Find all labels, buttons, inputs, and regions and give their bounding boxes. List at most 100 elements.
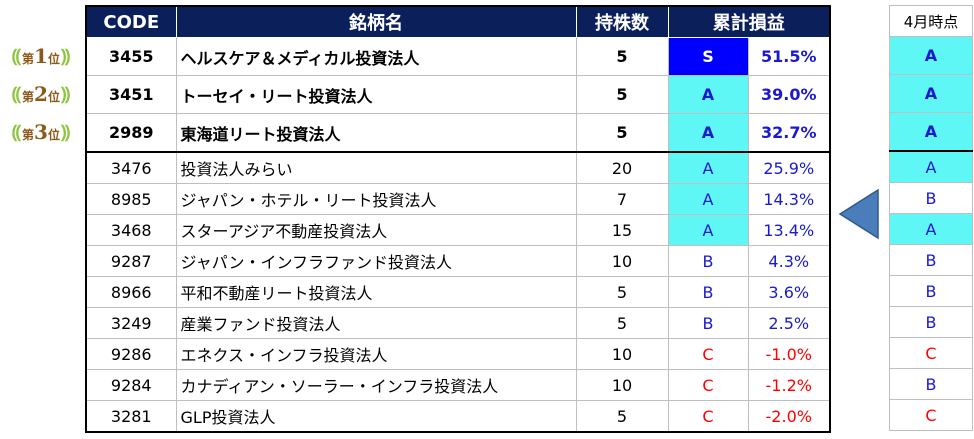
rank-suffix: 位: [47, 52, 60, 66]
rank-number: 1: [34, 44, 48, 68]
row-shares: 5: [575, 113, 669, 153]
header-shares[interactable]: 持株数: [575, 5, 669, 38]
april-grade: A: [889, 74, 973, 113]
april-row[interactable]: B: [889, 244, 973, 276]
row-name: ジャパン・ホテル・リート投資法人: [175, 183, 577, 215]
april-grade: A: [889, 150, 973, 183]
april-row[interactable]: A: [889, 36, 973, 75]
row-shares: 5: [575, 276, 669, 308]
row-shares: 7: [575, 183, 669, 215]
row-gain-pct: 51.5%: [747, 37, 831, 76]
row-gain-pct: 4.3%: [747, 245, 831, 277]
april-grade: B: [889, 306, 973, 338]
table-row[interactable]: 9284 カナディアン・ソーラー・インフラ投資法人 10 C -1.2%: [85, 369, 831, 401]
april-grade: B: [889, 368, 973, 400]
row-name: 平和不動産リート投資法人: [175, 276, 577, 308]
header-code[interactable]: CODE: [85, 5, 177, 38]
rank-badge-1: ⸨ 第1位 ⸩: [0, 41, 82, 71]
table-row[interactable]: 8985 ジャパン・ホテル・リート投資法人 7 A 14.3%: [85, 183, 831, 215]
table-row[interactable]: 9286 エネクス・インフラ投資法人 10 C -1.0%: [85, 338, 831, 370]
april-row[interactable]: C: [889, 399, 973, 431]
april-row[interactable]: C: [889, 337, 973, 369]
row-gain-pct: 13.4%: [747, 214, 831, 246]
april-row[interactable]: A: [889, 112, 973, 152]
row-shares: 20: [575, 151, 669, 184]
table-row[interactable]: 8966 平和不動産リート投資法人 5 B 3.6%: [85, 276, 831, 308]
row-gain-pct: 14.3%: [747, 183, 831, 215]
april-row[interactable]: B: [889, 306, 973, 338]
header-gain[interactable]: 累計損益: [667, 5, 831, 38]
april-row[interactable]: A: [889, 213, 973, 245]
laurel-left-icon: ⸨: [11, 84, 22, 105]
april-grade: C: [889, 399, 973, 431]
row-grade: C: [667, 338, 749, 370]
row-shares: 10: [575, 369, 669, 401]
row-grade: B: [667, 276, 749, 308]
row-code: 8985: [85, 183, 177, 215]
table-row[interactable]: 9287 ジャパン・インフラファンド投資法人 10 B 4.3%: [85, 245, 831, 277]
row-code: 3455: [85, 37, 177, 76]
header-name[interactable]: 銘柄名: [175, 5, 577, 38]
row-grade: B: [667, 245, 749, 277]
row-gain-pct: 39.0%: [747, 75, 831, 114]
row-code: 3451: [85, 75, 177, 114]
row-gain-pct: 32.7%: [747, 113, 831, 153]
april-grade: A: [889, 213, 973, 245]
laurel-left-icon: ⸨: [11, 46, 22, 67]
row-code: 9286: [85, 338, 177, 370]
april-grade: B: [889, 182, 973, 214]
row-name: エネクス・インフラ投資法人: [175, 338, 577, 370]
rank-suffix: 位: [47, 128, 60, 142]
april-row[interactable]: B: [889, 275, 973, 307]
table-row[interactable]: 3476 投資法人みらい 20 A 25.9%: [85, 151, 831, 184]
table-row[interactable]: 3249 産業ファンド投資法人 5 B 2.5%: [85, 307, 831, 339]
rank-badge-2: ⸨ 第2位 ⸩: [0, 79, 82, 109]
row-name: ヘルスケア＆メディカル投資法人: [175, 37, 577, 76]
row-code: 9284: [85, 369, 177, 401]
april-grade: C: [889, 337, 973, 369]
row-grade: A: [667, 214, 749, 246]
row-name: 東海道リート投資法人: [175, 113, 577, 153]
row-name: スターアジア不動産投資法人: [175, 214, 577, 246]
row-code: 2989: [85, 113, 177, 153]
laurel-right-icon: ⸩: [60, 84, 71, 105]
row-shares: 5: [575, 37, 669, 76]
rank-number: 2: [34, 82, 48, 106]
holdings-table: CODE 銘柄名 持株数 累計損益 3455 ヘルスケア＆メディカル投資法人 5 S 5…: [85, 5, 831, 433]
april-row[interactable]: B: [889, 182, 973, 214]
row-name: カナディアン・ソーラー・インフラ投資法人: [175, 369, 577, 401]
row-grade: B: [667, 307, 749, 339]
laurel-right-icon: ⸩: [60, 46, 71, 67]
row-shares: 15: [575, 214, 669, 246]
header-april[interactable]: 4月時点: [889, 5, 973, 37]
april-grade: A: [889, 36, 973, 75]
april-row[interactable]: B: [889, 368, 973, 400]
table-row[interactable]: 3468 スターアジア不動産投資法人 15 A 13.4%: [85, 214, 831, 246]
rank-prefix: 第: [22, 128, 35, 142]
table-row[interactable]: 3281 GLP投資法人 5 C -2.0%: [85, 400, 831, 433]
row-shares: 5: [575, 400, 669, 433]
row-code: 8966: [85, 276, 177, 308]
row-gain-pct: -2.0%: [747, 400, 831, 433]
table-row[interactable]: 2989 東海道リート投資法人 5 A 32.7%: [85, 113, 831, 153]
row-grade: A: [667, 75, 749, 114]
row-code: 3468: [85, 214, 177, 246]
row-gain-pct: 25.9%: [747, 151, 831, 184]
row-grade: A: [667, 151, 749, 184]
row-name: GLP投資法人: [175, 400, 577, 433]
april-row[interactable]: A: [889, 74, 973, 113]
laurel-left-icon: ⸨: [11, 122, 22, 143]
table-header-row: CODE 銘柄名 持株数 累計損益: [85, 5, 831, 38]
table-row[interactable]: 3455 ヘルスケア＆メディカル投資法人 5 S 51.5%: [85, 37, 831, 76]
rank-prefix: 第: [22, 52, 35, 66]
row-code: 3249: [85, 307, 177, 339]
row-shares: 5: [575, 307, 669, 339]
row-gain-pct: 3.6%: [747, 276, 831, 308]
row-code: 3476: [85, 151, 177, 184]
row-name: 産業ファンド投資法人: [175, 307, 577, 339]
april-row[interactable]: A: [889, 150, 973, 183]
table-row[interactable]: 3451 トーセイ・リート投資法人 5 A 39.0%: [85, 75, 831, 114]
row-name: トーセイ・リート投資法人: [175, 75, 577, 114]
row-grade: A: [667, 183, 749, 215]
